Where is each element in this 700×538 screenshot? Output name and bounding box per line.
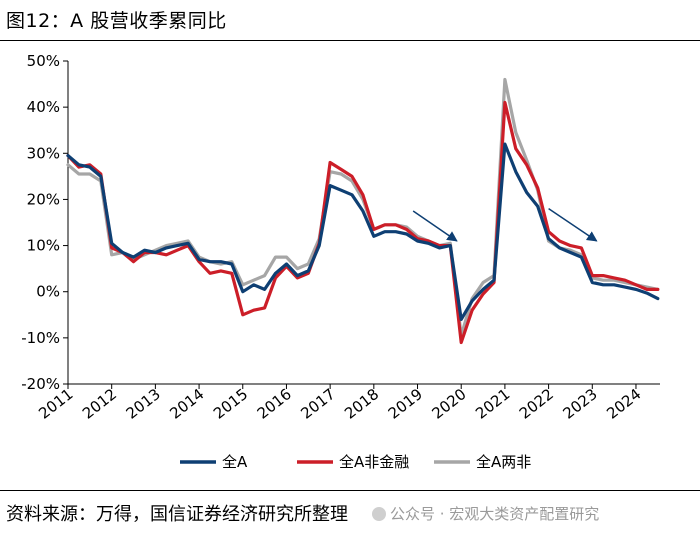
series-lines bbox=[66, 77, 660, 345]
watermark-text: 公众号 · 宏观大类资产配置研究 bbox=[390, 505, 600, 523]
line-chart: 50% 40% 30% 20% 10% 0% -10% -20% 2011 2012 2013 20… bbox=[21, 52, 660, 471]
y-tick-label: 0% bbox=[36, 283, 60, 301]
x-tick-label: 2020 bbox=[428, 385, 469, 423]
trend-arrow bbox=[548, 208, 598, 242]
series-line-2 bbox=[66, 100, 660, 345]
x-tick-label: 2015 bbox=[210, 385, 251, 423]
title-divider bbox=[0, 40, 700, 41]
trend-arrow bbox=[412, 210, 458, 242]
trend-arrows bbox=[412, 208, 598, 242]
x-tick-label: 2024 bbox=[603, 385, 644, 423]
x-tick-label: 2016 bbox=[254, 385, 295, 423]
x-tick-label: 2019 bbox=[385, 385, 426, 423]
x-tick-label: 2012 bbox=[79, 385, 120, 423]
x-tick-label: 2017 bbox=[297, 385, 338, 423]
y-tick-label: 30% bbox=[27, 144, 60, 162]
y-tick-label: -20% bbox=[21, 375, 60, 393]
y-tick-label: -10% bbox=[21, 329, 60, 347]
x-tick-label: 2014 bbox=[166, 385, 207, 423]
y-tick-label: 10% bbox=[27, 237, 60, 255]
watermark: 公众号 · 宏观大类资产配置研究 bbox=[372, 503, 599, 524]
y-axis: 50% 40% 30% 20% 10% 0% -10% -20% bbox=[21, 52, 69, 393]
series-line-1 bbox=[66, 142, 660, 321]
figure-title: 图12：A 股营收季累同比 bbox=[6, 10, 227, 32]
legend-label: 全A两非 bbox=[476, 453, 531, 471]
source-divider bbox=[0, 490, 700, 491]
legend: 全A 全A非金融 全A两非 bbox=[180, 453, 531, 471]
y-tick-label: 20% bbox=[27, 190, 60, 208]
series-line-3 bbox=[66, 77, 660, 338]
y-tick-label: 40% bbox=[27, 98, 60, 116]
x-axis: 2011 2012 2013 2014 2015 2016 2017 2018 2019 2020… bbox=[35, 383, 660, 423]
y-tick-label: 50% bbox=[27, 52, 60, 70]
x-tick-label: 2018 bbox=[341, 385, 382, 423]
legend-label: 全A bbox=[222, 453, 248, 471]
x-tick-label: 2013 bbox=[123, 385, 164, 423]
source-note: 资料来源：万得，国信证券经济研究所整理 bbox=[6, 504, 348, 525]
x-tick-label: 2021 bbox=[472, 385, 513, 423]
x-tick-label: 2022 bbox=[516, 385, 557, 423]
wechat-logo-icon bbox=[372, 507, 386, 521]
x-tick-label: 2023 bbox=[560, 385, 601, 423]
legend-label: 全A非金融 bbox=[339, 453, 409, 471]
